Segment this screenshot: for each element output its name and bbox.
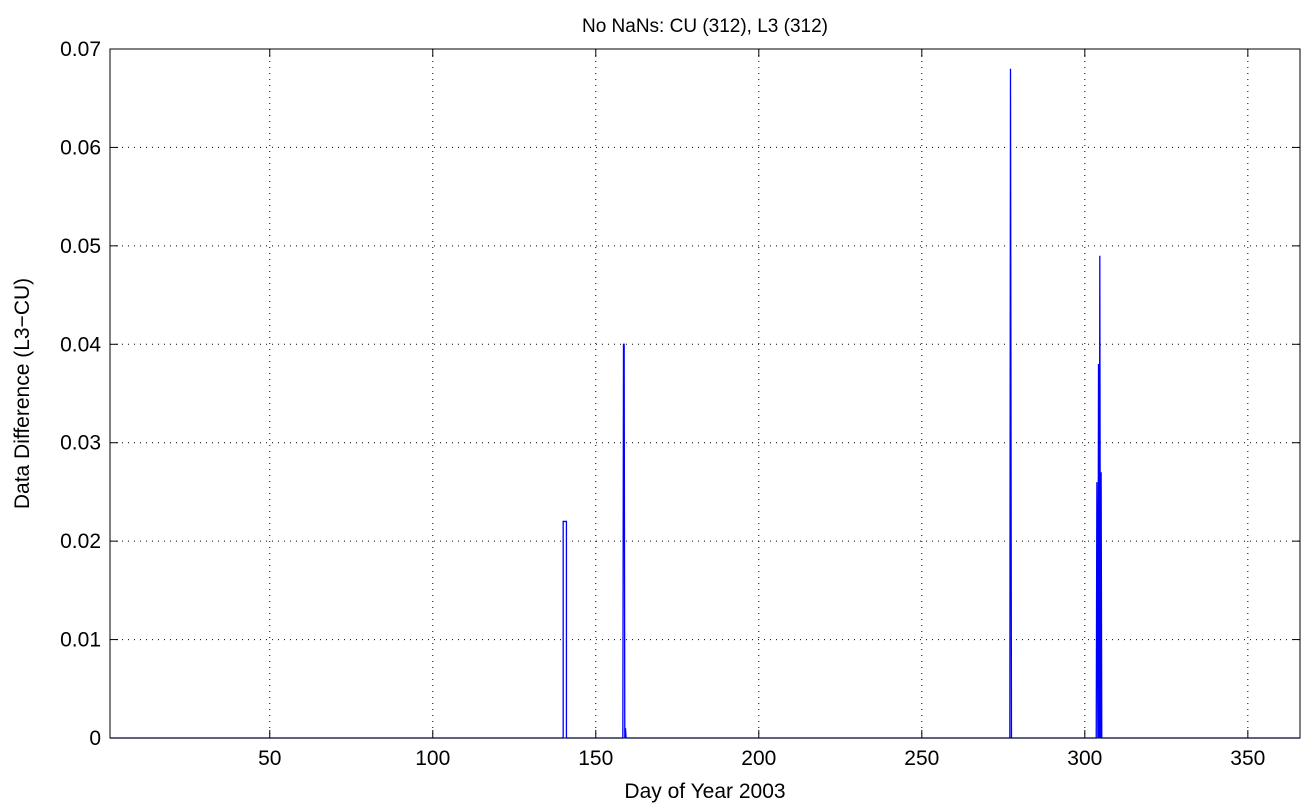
x-axis-label: Day of Year 2003 bbox=[624, 780, 785, 803]
x-tick-label: 200 bbox=[741, 747, 776, 770]
x-tick-label: 50 bbox=[258, 747, 281, 770]
x-tick-label: 150 bbox=[578, 747, 613, 770]
series-line bbox=[110, 68, 1300, 739]
y-tick-label: 0.07 bbox=[60, 38, 101, 61]
y-tick-label: 0.02 bbox=[60, 530, 101, 553]
x-tick-label: 350 bbox=[1230, 747, 1265, 770]
chart-title: No NaNs: CU (312), L3 (312) bbox=[582, 16, 828, 37]
x-tick-label: 300 bbox=[1067, 747, 1102, 770]
grid bbox=[110, 49, 1300, 738]
y-tick-label: 0 bbox=[89, 727, 101, 750]
x-tick-label: 100 bbox=[415, 747, 450, 770]
series-group bbox=[110, 68, 1300, 739]
y-tick-label: 0.03 bbox=[60, 432, 101, 455]
x-tick-label: 250 bbox=[904, 747, 939, 770]
y-tick-label: 0.06 bbox=[60, 136, 101, 159]
plot-frame bbox=[109, 48, 1301, 739]
y-tick-label: 0.01 bbox=[60, 629, 101, 652]
y-tick-label: 0.04 bbox=[60, 333, 101, 356]
ticks: 50 100 150 200 250 300 350 0 0.01 0.02 0.03 0.04 0.0… bbox=[60, 38, 1300, 770]
y-axis-label: Data Difference (L3−CU) bbox=[11, 278, 34, 509]
y-tick-label: 0.05 bbox=[60, 235, 101, 258]
